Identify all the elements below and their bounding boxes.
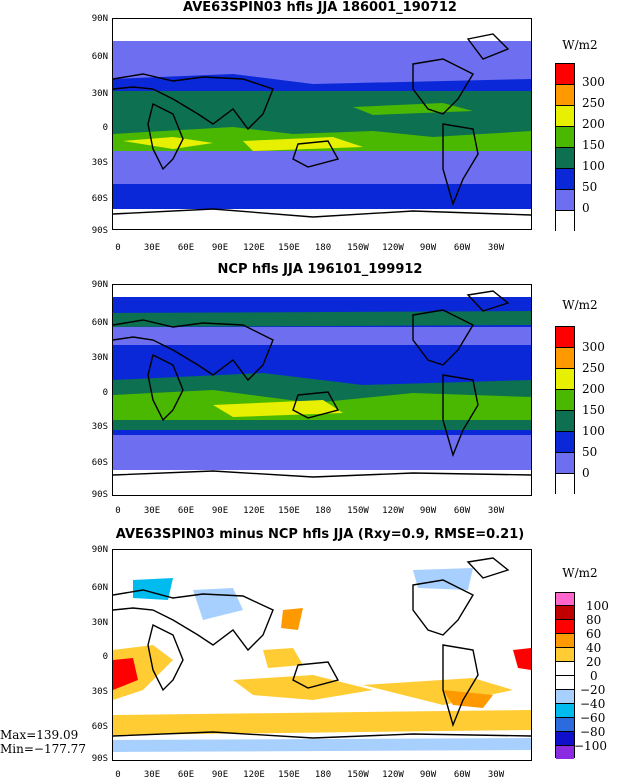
lon-label: 60W: [453, 770, 471, 780]
lat-label: 60N: [91, 52, 108, 62]
map-field: [113, 550, 531, 760]
lon-label: 180: [314, 770, 332, 780]
lon-label: 30E: [143, 243, 161, 253]
panel-title: AVE63SPIN03 hfls JJA 186001_190712: [183, 0, 457, 15]
lat-label: 30S: [91, 687, 108, 697]
lat-label: 60S: [91, 194, 108, 204]
map-plot: [112, 18, 532, 230]
lon-label: 150E: [278, 243, 300, 253]
colorbar-title: W/m2: [562, 298, 598, 312]
panel-title: AVE63SPIN03 minus NCP hfls JJA (Rxy=0.9,…: [115, 527, 525, 542]
lon-label: 60W: [453, 506, 471, 516]
colorbar: [555, 592, 575, 759]
lat-label: 0: [102, 123, 108, 133]
lat-label: 90S: [91, 490, 108, 500]
lon-label: 30W: [487, 770, 505, 780]
colorbar-title: W/m2: [562, 566, 598, 580]
lon-label: 150W: [347, 243, 369, 253]
lon-label: 120E: [243, 243, 265, 253]
colorbar-label: 100: [582, 159, 605, 173]
lon-label: 90W: [419, 770, 437, 780]
colorbar-label: 150: [582, 403, 605, 417]
lat-label: 60S: [91, 458, 108, 468]
lat-label: 30N: [91, 618, 108, 628]
colorbar-label: 200: [582, 382, 605, 396]
lon-label: 120E: [243, 506, 265, 516]
colorbar-label: 300: [582, 75, 605, 89]
lon-label: 90E: [211, 770, 229, 780]
colorbar-label: 0: [590, 669, 598, 683]
colorbar-label: −40: [580, 697, 606, 711]
lon-label: 150E: [278, 506, 300, 516]
lon-label: 60E: [177, 770, 195, 780]
lat-label: 30S: [91, 422, 108, 432]
colorbar-label: 0: [582, 466, 590, 480]
lat-label: 0: [102, 652, 108, 662]
lon-label: 60W: [453, 243, 471, 253]
colorbar-label: 80: [586, 613, 602, 627]
lon-label: 0: [115, 506, 121, 516]
lon-label: 180: [314, 506, 332, 516]
lat-label: 90N: [91, 545, 108, 555]
colorbar-label: 200: [582, 117, 605, 131]
lon-label: 60E: [177, 243, 195, 253]
colorbar-label: −20: [580, 683, 606, 697]
lon-label: 30W: [487, 506, 505, 516]
lat-label: 0: [102, 388, 108, 398]
lon-label: 90W: [419, 243, 437, 253]
lat-label: 60S: [91, 722, 108, 732]
colorbar-label: 20: [586, 655, 602, 669]
lon-label: 30E: [143, 770, 161, 780]
colorbar: [555, 63, 575, 231]
colorbar-label: 0: [582, 201, 590, 215]
lon-label: 30W: [487, 243, 505, 253]
colorbar-label: 50: [582, 180, 598, 194]
lat-label: 30N: [91, 89, 108, 99]
lon-label: 120W: [382, 506, 404, 516]
lon-label: 90W: [419, 506, 437, 516]
colorbar-label: 150: [582, 138, 605, 152]
map-plot: [112, 284, 532, 496]
lon-label: 0: [115, 770, 121, 780]
min-value: Min=−177.77: [0, 742, 86, 756]
colorbar-label: 40: [586, 641, 602, 655]
lon-label: 120W: [382, 770, 404, 780]
colorbar-label: 60: [586, 627, 602, 641]
lon-label: 180: [314, 243, 332, 253]
map-field: [113, 285, 531, 495]
panel-title: NCP hfls JJA 196101_199912: [217, 262, 423, 277]
lat-label: 30S: [91, 158, 108, 168]
colorbar-label: 100: [582, 424, 605, 438]
map-field: [113, 19, 531, 229]
lon-label: 150W: [347, 770, 369, 780]
colorbar-label: 250: [582, 361, 605, 375]
lat-label: 90N: [91, 14, 108, 24]
lon-label: 0: [115, 243, 121, 253]
lat-label: 90S: [91, 754, 108, 764]
colorbar-label: −60: [580, 711, 606, 725]
lon-label: 90E: [211, 243, 229, 253]
lat-label: 90N: [91, 280, 108, 290]
colorbar-label: 100: [586, 599, 609, 613]
lon-label: 30E: [143, 506, 161, 516]
lon-label: 90E: [211, 506, 229, 516]
colorbar-label: 250: [582, 96, 605, 110]
map-plot: [112, 549, 532, 761]
lat-label: 90S: [91, 226, 108, 236]
lon-label: 120W: [382, 243, 404, 253]
colorbar-label: 50: [582, 445, 598, 459]
lon-label: 150E: [278, 770, 300, 780]
lon-label: 60E: [177, 506, 195, 516]
lat-label: 30N: [91, 353, 108, 363]
colorbar-label: −100: [574, 739, 607, 753]
lon-label: 150W: [347, 506, 369, 516]
colorbar: [555, 326, 575, 494]
colorbar-label: −80: [580, 725, 606, 739]
lon-label: 120E: [243, 770, 265, 780]
colorbar-label: 300: [582, 340, 605, 354]
colorbar-title: W/m2: [562, 38, 598, 52]
max-value: Max=139.09: [0, 728, 79, 742]
lat-label: 60N: [91, 318, 108, 328]
lat-label: 60N: [91, 583, 108, 593]
